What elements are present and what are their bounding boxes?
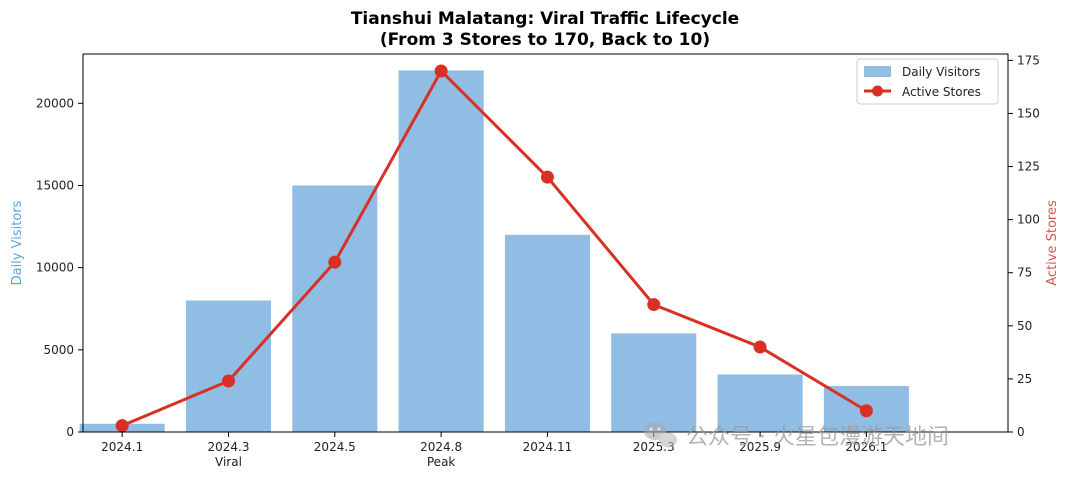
bar-series	[79, 70, 909, 432]
legend-swatch-daily-visitors	[864, 66, 891, 77]
right-tick-label: 50	[1017, 319, 1032, 333]
line-point	[540, 170, 554, 184]
left-tick-label: 20000	[36, 96, 74, 110]
active-stores-line	[121, 69, 868, 428]
left-tick-label: 10000	[36, 261, 74, 275]
legend-label-daily-visitors: Daily Visitors	[902, 65, 980, 79]
bar	[292, 185, 378, 432]
right-tick-label: 175	[1017, 53, 1040, 67]
left-tick-label: 0	[66, 425, 74, 439]
line-point	[647, 298, 661, 312]
bar	[611, 333, 697, 432]
x-tick-label: 2025.9	[739, 440, 781, 454]
x-tick-sublabel: Peak	[427, 455, 456, 469]
left-tick-label: 5000	[43, 343, 74, 357]
chart-title-line2: (From 3 Stores to 170, Back to 10)	[380, 30, 710, 50]
line-point	[328, 255, 342, 269]
right-tick-label: 75	[1017, 266, 1032, 280]
line-point	[753, 340, 767, 354]
legend-marker-active-stores	[872, 85, 883, 97]
right-tick-label: 125	[1017, 160, 1040, 174]
bar	[398, 70, 484, 432]
watermark: 公众号 · 火星包漫游天地间	[644, 422, 949, 450]
legend-label-active-stores: Active Stores	[902, 85, 981, 99]
right-axis: 0 25 50 75 100 125 150 175	[1008, 53, 1040, 439]
x-tick-sublabel: Viral	[215, 455, 242, 469]
chart-title-line1: Tianshui Malatang: Viral Traffic Lifecyc…	[351, 9, 739, 29]
right-tick-label: 0	[1017, 425, 1025, 439]
plot-frame	[82, 53, 1009, 433]
wechat-icon	[644, 422, 677, 448]
x-tick-label: 2024.8	[420, 440, 462, 454]
x-tick-label: 2024.1	[101, 440, 143, 454]
watermark-text: 公众号 · 火星包漫游天地间	[686, 425, 949, 450]
legend: Daily Visitors Active Stores	[856, 58, 999, 105]
x-tick-label: 2024.3	[207, 440, 249, 454]
left-axis: 0 5000 10000 15000 20000	[36, 96, 83, 439]
line-point	[115, 419, 129, 433]
right-tick-label: 100	[1017, 213, 1040, 227]
bar	[504, 234, 590, 432]
legend-box	[856, 58, 999, 105]
y-axis-right-label: Active Stores	[1045, 200, 1060, 286]
right-tick-label: 25	[1017, 372, 1032, 386]
bar	[185, 300, 272, 432]
bar	[717, 374, 803, 432]
x-tick-label: 2024.5	[314, 440, 356, 454]
line-point	[221, 374, 235, 388]
line-series	[115, 64, 873, 433]
left-tick-label: 15000	[36, 178, 74, 192]
line-point	[859, 404, 873, 418]
y-axis-left-label: Daily Visitors	[10, 200, 25, 285]
x-tick-label: 2026.1	[845, 440, 887, 454]
line-point	[434, 64, 448, 78]
right-tick-label: 150	[1017, 106, 1040, 120]
x-tick-label: 2024.11	[523, 440, 573, 454]
